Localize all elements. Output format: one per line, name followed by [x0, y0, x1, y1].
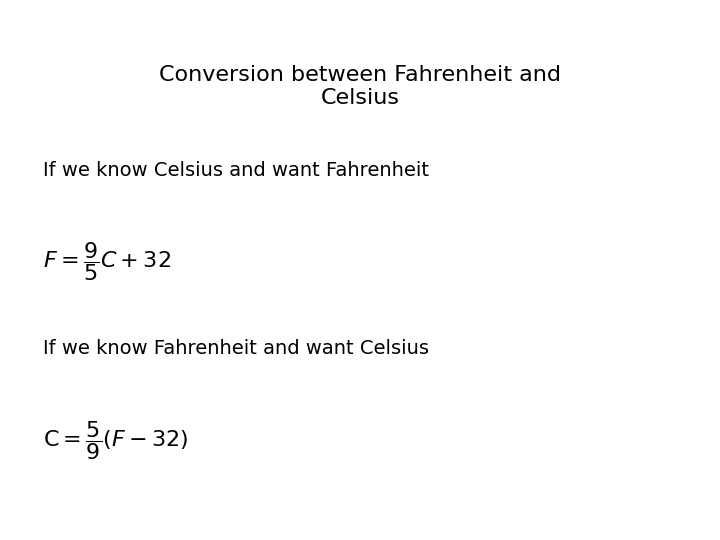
Text: Conversion between Fahrenheit and
Celsius: Conversion between Fahrenheit and Celsiu… [159, 65, 561, 108]
Text: $\mathrm{C} = \dfrac{5}{9}(F - 32)$: $\mathrm{C} = \dfrac{5}{9}(F - 32)$ [43, 418, 189, 462]
Text: If we know Fahrenheit and want Celsius: If we know Fahrenheit and want Celsius [43, 339, 429, 358]
Text: $F = \dfrac{9}{5}C + 32$: $F = \dfrac{9}{5}C + 32$ [43, 240, 171, 284]
Text: If we know Celsius and want Fahrenheit: If we know Celsius and want Fahrenheit [43, 160, 429, 180]
